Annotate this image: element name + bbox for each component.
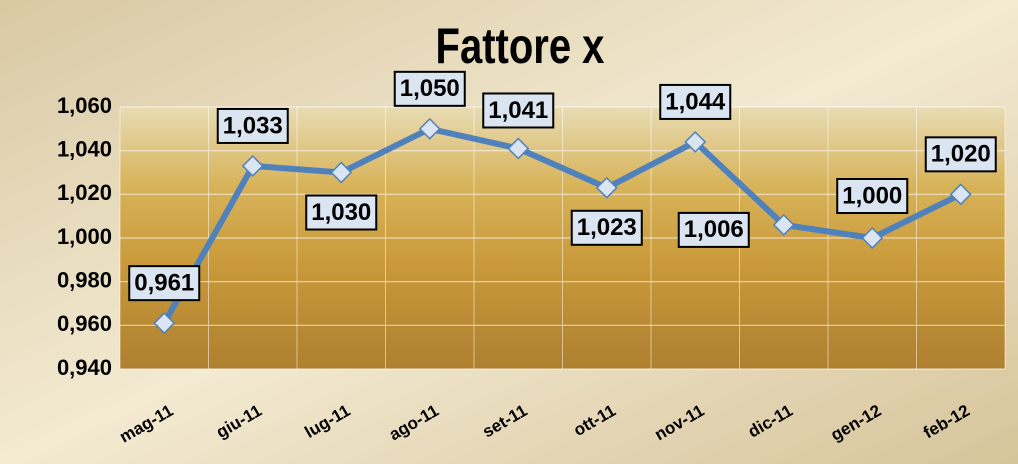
- marker: [861, 227, 884, 249]
- y-tick-label: 0,980: [57, 267, 112, 292]
- marker: [507, 137, 530, 160]
- value-label: 1,030: [311, 199, 371, 226]
- y-tick-label: 1,060: [57, 93, 112, 118]
- marker: [153, 312, 176, 335]
- value-label-box: [305, 194, 378, 231]
- value-label-box: [482, 92, 555, 129]
- marker: [949, 183, 972, 206]
- y-tick-label: 0,960: [57, 311, 112, 336]
- value-label: 1,044: [665, 88, 726, 115]
- value-label-box: [570, 209, 643, 246]
- y-tick-label: 1,020: [57, 180, 112, 205]
- value-label: 1,000: [842, 182, 902, 209]
- value-label-box: [924, 136, 997, 173]
- value-label: 1,050: [400, 75, 460, 102]
- value-label: 1,041: [488, 97, 548, 124]
- y-tick-label: 1,040: [57, 136, 112, 161]
- chart-title: Fattore x: [436, 18, 605, 74]
- value-label-box: [659, 83, 732, 120]
- marker: [772, 213, 795, 236]
- value-label: 1,006: [684, 216, 744, 243]
- marker: [418, 117, 441, 140]
- value-label-box: [393, 70, 466, 107]
- value-label: 0,961: [134, 269, 194, 296]
- marker: [241, 154, 264, 177]
- value-label: 1,023: [577, 214, 637, 241]
- value-label: 1,033: [223, 112, 283, 139]
- value-label-box: [836, 178, 909, 214]
- marker: [684, 130, 707, 153]
- y-tick-label: 1,000: [57, 224, 112, 249]
- marker: [595, 176, 618, 199]
- line: [161, 125, 963, 325]
- value-label-box: [128, 265, 201, 302]
- value-label: 1,020: [931, 141, 991, 168]
- y-tick-label: 0,940: [57, 355, 112, 380]
- marker: [330, 161, 353, 184]
- value-label-box: [216, 107, 289, 144]
- value-label-box: [677, 211, 750, 248]
